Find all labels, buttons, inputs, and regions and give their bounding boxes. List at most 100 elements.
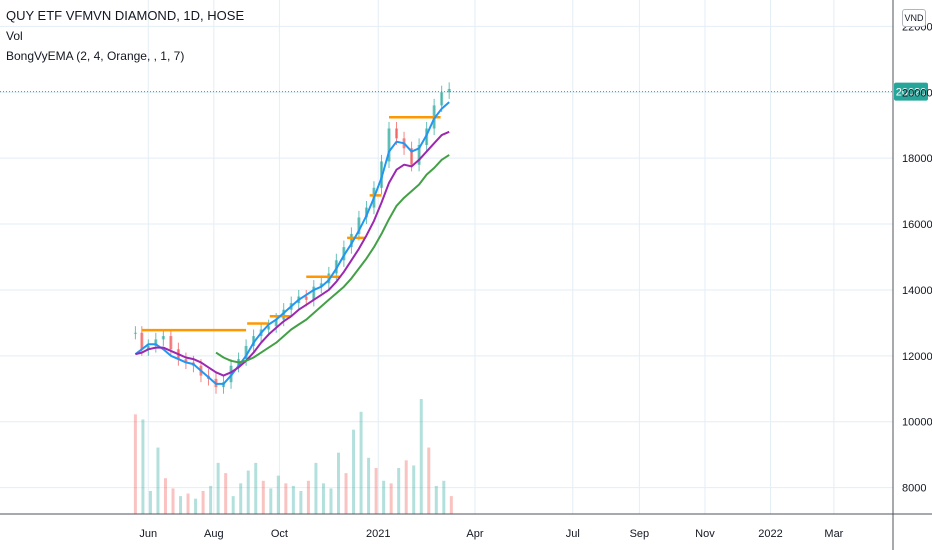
volume-bar [201,491,205,514]
volume-bar [359,411,363,514]
price-candle [440,92,444,106]
price-candle [154,339,158,346]
price-candle [267,326,271,330]
price-candle [244,345,248,360]
y-tick-label: 8000 [902,483,926,495]
currency-button[interactable]: VND [902,9,926,27]
volume-bar [382,480,386,514]
volume-bar [337,452,341,514]
volume-bar [397,468,401,514]
volume-bar [427,447,431,514]
volume-bar [389,483,393,514]
x-tick-label: Oct [271,528,288,540]
x-tick-label: 2022 [758,528,782,540]
volume-bar [231,496,235,514]
volume-bar [209,485,213,514]
x-tick-label: Nov [695,528,715,540]
volume-bar [148,491,152,514]
y-tick-label: 14000 [902,285,932,297]
ema-lines [134,101,450,385]
x-tick-label: Apr [466,528,483,540]
volume-bar [156,447,160,514]
x-tick-label: Jul [566,528,580,540]
price-candle [252,336,256,346]
volume-bar [163,478,167,514]
volume-bar [404,460,408,514]
price-candle [133,332,137,334]
volume-bar [179,496,183,514]
volume-bar [321,483,325,514]
price-candle [184,359,188,363]
y-tick-label: 18000 [902,153,932,165]
x-tick-label: 2021 [366,528,390,540]
price-candle [319,283,323,287]
volume-bar [374,468,378,514]
volume-bar [194,498,198,514]
last-price-value: 20020 [896,87,927,99]
volume-bar [224,473,228,514]
volume-bar [171,488,175,514]
volume-bar [412,465,416,514]
price-candle [364,207,368,218]
price-candle [146,345,150,350]
volume-bar [141,419,145,514]
price-candles [133,82,451,394]
price-candle [282,309,286,320]
volume-bar [367,457,371,514]
price-candle [140,332,144,350]
volume-bar [239,483,243,514]
last-price-line: 20020 [0,82,928,101]
price-candle [395,128,399,139]
x-tick-label: Sep [630,528,650,540]
price-candle [312,286,316,300]
volume-bar [254,462,258,514]
ema-slow-line [215,154,450,364]
symbol-title[interactable]: QUY ETF VFMVN DIAMOND, 1D, HOSE [6,8,245,23]
volume-bar [246,470,250,514]
price-candle [349,233,353,248]
volume-bar [284,483,288,514]
x-tick-label: Aug [204,528,224,540]
price-candle [410,148,414,165]
volume-bar [276,475,280,514]
last-price-badge [894,82,928,101]
price-candle [387,128,391,162]
volume-bar [299,491,303,514]
volume-bar [314,462,318,514]
price-candle [274,319,278,327]
volume-bar [269,488,273,514]
volume-bar [329,488,333,514]
volume-bar [434,485,438,514]
y-tick-label: 20000 [902,87,932,99]
volume-bar [186,493,190,514]
volume-bar [216,462,220,514]
volume-bar [352,429,356,514]
indicator-legend[interactable]: BongVyEMA (2, 4, Orange, , 1, 7) [6,49,185,63]
volume-bar [442,480,446,514]
volume-bar [291,485,295,514]
volume-bar [419,399,423,514]
volume-bar [449,496,453,514]
volume-bar [133,414,137,514]
volume-legend[interactable]: Vol [6,29,23,43]
legend: QUY ETF VFMVN DIAMOND, 1D, HOSE Vol Bong… [6,6,244,66]
price-candle [304,296,308,300]
volume-bar [306,480,310,514]
orange-levels [141,116,441,332]
y-tick-label: 10000 [902,417,932,429]
volume-bars [133,399,453,514]
price-candle [417,144,421,165]
price-candle [357,217,361,234]
grid [0,0,893,514]
volume-bar [261,480,265,514]
x-tick-label: Mar [824,528,843,540]
y-tick-label: 12000 [902,351,932,363]
price-candle [169,336,173,350]
ema-fast-line [134,101,450,385]
ema-mid-line [135,130,450,377]
y-tick-label: 16000 [902,219,932,231]
volume-bar [344,473,348,514]
